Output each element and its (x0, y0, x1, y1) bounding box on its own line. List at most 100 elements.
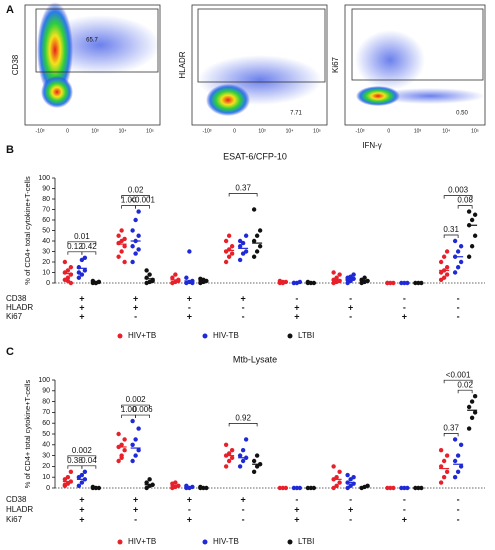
data-point (331, 464, 336, 469)
category-sign: - (457, 293, 460, 303)
data-point (469, 415, 475, 420)
y-tick-label: 100 (38, 377, 50, 384)
category-sign: - (134, 311, 137, 321)
category-sign: - (457, 311, 460, 321)
y-axis-label: % of CD4+ total cytokine+T-cells (23, 380, 32, 489)
category-sign: - (457, 302, 460, 312)
legend-marker (287, 539, 293, 545)
data-point (150, 278, 155, 284)
significance-bracket (443, 379, 473, 384)
category-sign: - (242, 302, 245, 312)
data-point (257, 244, 263, 249)
data-point (82, 469, 88, 474)
data-point (136, 448, 141, 453)
data-point (122, 236, 127, 242)
x-tick-label: -10³ (203, 128, 212, 134)
data-point (119, 228, 124, 233)
data-point (68, 280, 74, 286)
category-sign: + (240, 293, 245, 303)
row-label: CD38 (6, 294, 27, 303)
legend-marker (202, 333, 208, 339)
data-point (133, 453, 138, 458)
data-point (229, 244, 235, 249)
data-point (173, 480, 178, 485)
plot-frame (24, 4, 161, 126)
data-point (65, 275, 71, 280)
data-point (334, 275, 339, 280)
significance-bracket (121, 414, 136, 419)
category-sign: + (240, 494, 245, 504)
significance-bracket (457, 389, 473, 394)
category-sign: + (79, 302, 84, 312)
data-point (334, 475, 339, 480)
data-point (243, 249, 249, 254)
data-point (458, 464, 464, 469)
data-point (229, 455, 235, 460)
p-value: 0.38 (67, 456, 83, 465)
significance-bracket (67, 455, 97, 459)
category-sign: + (133, 302, 138, 312)
data-point (455, 453, 461, 458)
data-point (184, 275, 189, 280)
p-value: 0.42 (81, 242, 97, 251)
data-point (136, 426, 141, 431)
y-axis-label: % of CD4+ total cytokine+T-cells (23, 176, 32, 285)
data-point (469, 217, 475, 223)
significance-bracket (67, 241, 97, 245)
data-point (119, 442, 124, 447)
x-tick-label: 10³ (258, 128, 266, 134)
significance-bracket (121, 404, 150, 409)
data-point (223, 442, 229, 447)
data-point (65, 475, 71, 480)
y-tick-label: 30 (42, 452, 50, 459)
significance-bracket (443, 433, 459, 437)
category-sign: + (133, 504, 138, 514)
data-point (144, 268, 149, 273)
p-value: 0.37 (443, 424, 459, 433)
data-point (438, 480, 444, 485)
x-tick-label: 10⁴ (286, 128, 294, 134)
legend-label: LTBI (298, 537, 314, 546)
panel-label: B (6, 144, 14, 156)
data-point (237, 238, 243, 244)
legend-label: HIV-TB (213, 537, 239, 546)
data-point (76, 275, 82, 280)
data-point (76, 270, 82, 275)
x-tick-label: 10⁵ (471, 128, 479, 134)
category-sign: - (188, 504, 191, 514)
x-tick-label: 10³ (414, 128, 422, 134)
y-tick-label: 0 (46, 280, 50, 287)
data-point (237, 244, 243, 249)
density (375, 88, 485, 104)
data-point (240, 458, 246, 464)
category-sign: + (402, 514, 407, 524)
category-sign: - (403, 293, 406, 303)
y-tick-label: 60 (42, 420, 50, 427)
y-axis-label: CD38 (11, 54, 20, 75)
legend-label: HIV+TB (128, 537, 156, 546)
significance-bracket (443, 195, 473, 199)
data-point (251, 238, 257, 244)
data-point (133, 251, 138, 256)
data-point (229, 251, 235, 256)
data-point (469, 244, 475, 249)
data-point (472, 212, 478, 217)
p-value: 0.01 (74, 232, 90, 241)
gate (351, 8, 484, 81)
data-point (469, 399, 475, 404)
data-point (136, 209, 141, 214)
category-sign: - (457, 514, 460, 524)
row-label: HLADR (6, 303, 33, 312)
data-point (243, 233, 249, 238)
row-label: Ki67 (6, 312, 23, 321)
y-axis-label: Ki67 (331, 56, 340, 73)
x-tick-label: 10⁵ (146, 128, 154, 134)
data-point (466, 254, 472, 259)
category-sign: - (349, 514, 352, 524)
data-point (133, 217, 138, 223)
y-tick-label: 70 (42, 206, 50, 213)
p-value: 1.00 (121, 405, 137, 414)
gate-value: 65.7 (86, 38, 98, 44)
data-point (240, 448, 246, 453)
